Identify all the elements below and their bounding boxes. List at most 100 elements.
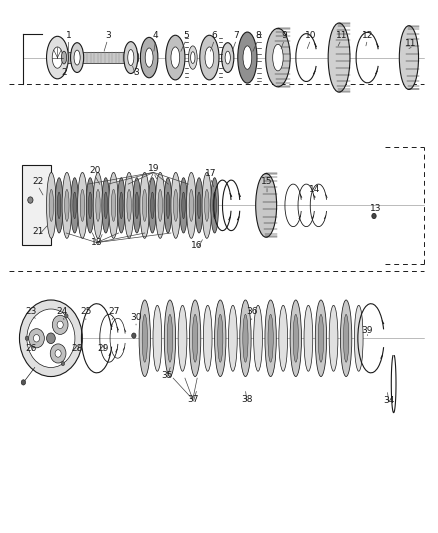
- Ellipse shape: [211, 177, 219, 233]
- Text: 21: 21: [32, 228, 43, 237]
- Ellipse shape: [328, 23, 350, 92]
- Circle shape: [64, 314, 68, 318]
- Ellipse shape: [205, 189, 209, 221]
- Text: 20: 20: [89, 166, 100, 175]
- Text: 7: 7: [233, 31, 239, 40]
- Ellipse shape: [164, 177, 172, 233]
- Ellipse shape: [190, 300, 201, 376]
- Bar: [64, 52, 136, 63]
- Ellipse shape: [62, 172, 72, 238]
- Ellipse shape: [148, 177, 156, 233]
- Ellipse shape: [102, 177, 110, 233]
- Ellipse shape: [52, 47, 63, 68]
- Ellipse shape: [203, 305, 212, 371]
- Text: 29: 29: [98, 344, 109, 353]
- Ellipse shape: [139, 300, 150, 376]
- Text: 1: 1: [66, 31, 71, 40]
- Ellipse shape: [124, 42, 138, 74]
- Circle shape: [46, 333, 55, 344]
- Ellipse shape: [399, 26, 419, 90]
- Circle shape: [372, 213, 376, 219]
- Ellipse shape: [238, 32, 257, 83]
- Ellipse shape: [127, 189, 131, 221]
- Circle shape: [19, 300, 82, 376]
- Ellipse shape: [65, 189, 69, 221]
- Text: 16: 16: [191, 241, 203, 250]
- Circle shape: [27, 309, 75, 368]
- Ellipse shape: [96, 189, 100, 221]
- Circle shape: [28, 329, 44, 348]
- Circle shape: [33, 335, 39, 342]
- Ellipse shape: [192, 314, 198, 362]
- Ellipse shape: [200, 35, 219, 80]
- Ellipse shape: [173, 189, 178, 221]
- Ellipse shape: [166, 192, 170, 219]
- Ellipse shape: [218, 314, 223, 362]
- Ellipse shape: [57, 192, 61, 219]
- Ellipse shape: [140, 172, 149, 238]
- Ellipse shape: [151, 192, 154, 219]
- Text: 3: 3: [105, 31, 110, 40]
- Text: 5: 5: [184, 31, 189, 40]
- Ellipse shape: [343, 314, 349, 362]
- Ellipse shape: [74, 50, 80, 65]
- Ellipse shape: [46, 172, 56, 238]
- Text: 14: 14: [309, 185, 321, 194]
- Text: 30: 30: [130, 312, 142, 321]
- Circle shape: [52, 315, 68, 334]
- Text: 25: 25: [80, 307, 92, 316]
- Text: 12: 12: [362, 31, 373, 40]
- Text: 36: 36: [246, 307, 258, 316]
- Text: 4: 4: [153, 31, 159, 40]
- Text: 37: 37: [187, 395, 198, 404]
- Ellipse shape: [222, 43, 234, 72]
- Ellipse shape: [88, 192, 92, 219]
- Circle shape: [50, 344, 66, 363]
- Text: 17: 17: [205, 169, 216, 178]
- Ellipse shape: [213, 192, 216, 219]
- Text: 13: 13: [371, 204, 382, 213]
- Text: 3: 3: [133, 68, 139, 77]
- Text: 26: 26: [25, 344, 37, 353]
- Text: 10: 10: [305, 31, 316, 40]
- Text: 8: 8: [255, 31, 261, 40]
- Ellipse shape: [290, 300, 301, 376]
- Ellipse shape: [142, 189, 147, 221]
- Circle shape: [25, 336, 28, 341]
- Ellipse shape: [124, 172, 134, 238]
- Text: 18: 18: [91, 238, 102, 247]
- Ellipse shape: [215, 300, 226, 376]
- Ellipse shape: [304, 305, 313, 371]
- Ellipse shape: [243, 314, 248, 362]
- Text: 11: 11: [336, 31, 347, 40]
- Text: 15: 15: [261, 177, 273, 186]
- Ellipse shape: [71, 177, 78, 233]
- Text: 24: 24: [56, 307, 67, 316]
- Ellipse shape: [189, 189, 194, 221]
- Ellipse shape: [134, 51, 139, 64]
- Text: 39: 39: [362, 326, 373, 335]
- Ellipse shape: [340, 300, 352, 376]
- Ellipse shape: [225, 51, 230, 64]
- Ellipse shape: [243, 46, 252, 69]
- Ellipse shape: [268, 314, 273, 362]
- Text: 34: 34: [384, 396, 395, 405]
- Text: 23: 23: [25, 307, 37, 316]
- Ellipse shape: [266, 28, 290, 87]
- Circle shape: [61, 361, 65, 366]
- Bar: [21, 165, 51, 245]
- Ellipse shape: [46, 36, 68, 79]
- Ellipse shape: [256, 173, 277, 237]
- Circle shape: [132, 333, 136, 338]
- Ellipse shape: [104, 192, 107, 219]
- Ellipse shape: [178, 305, 187, 371]
- Ellipse shape: [273, 44, 283, 71]
- Ellipse shape: [71, 43, 84, 72]
- Ellipse shape: [240, 300, 251, 376]
- Ellipse shape: [188, 46, 197, 69]
- Ellipse shape: [187, 172, 196, 238]
- Ellipse shape: [205, 47, 214, 68]
- Ellipse shape: [135, 192, 138, 219]
- Ellipse shape: [171, 47, 180, 68]
- Ellipse shape: [133, 177, 141, 233]
